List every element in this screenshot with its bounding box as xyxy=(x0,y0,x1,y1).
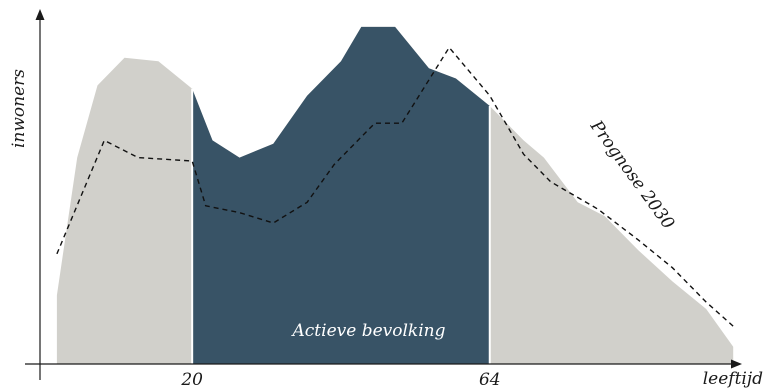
forecast-line xyxy=(56,46,734,327)
area-layer xyxy=(56,26,734,365)
active-population-area xyxy=(192,26,490,364)
x-axis-arrow xyxy=(731,359,742,369)
x-tick-label-64: 64 xyxy=(479,370,501,390)
x-axis-label: leeftijd xyxy=(703,369,763,389)
y-axis-arrow xyxy=(35,9,45,20)
y-axis-label: inwoners xyxy=(9,69,29,148)
axes xyxy=(25,9,742,380)
active-population-label: Actieve bevolking xyxy=(291,321,446,341)
x-tick-label-20: 20 xyxy=(180,370,203,390)
